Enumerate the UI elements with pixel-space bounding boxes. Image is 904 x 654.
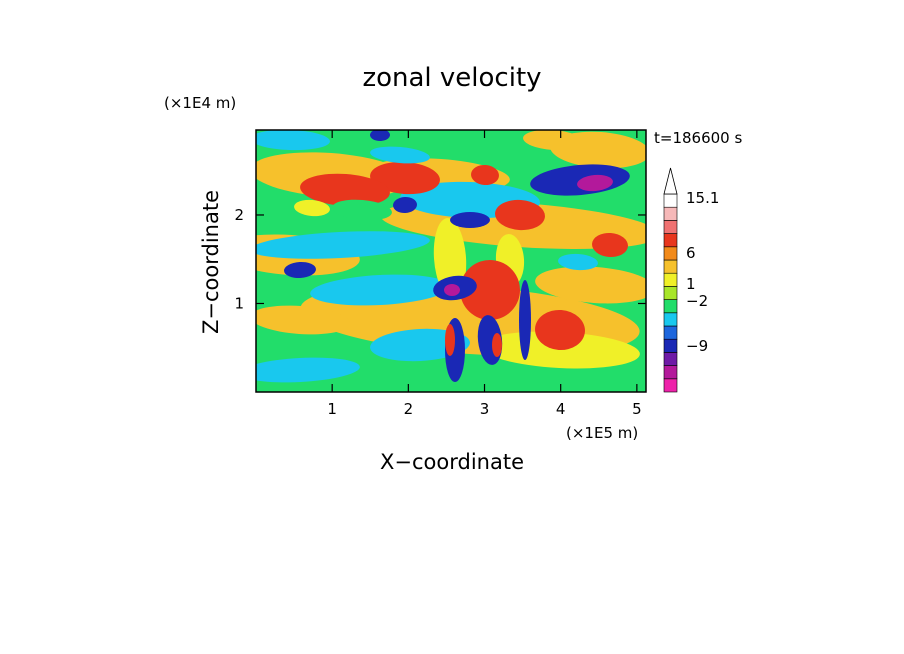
y-tick-label: 2 [234,206,244,224]
colorbar-label: 6 [686,244,696,262]
colorbar-label: −2 [686,292,708,310]
colorbar: 15.1 6 1−2 −9 [663,167,719,393]
x-unit-label: (×1E5 m) [566,424,638,442]
plot-frame [255,129,647,393]
x-axis-label: X−coordinate [380,450,524,474]
colorbar-label: 1 [686,275,696,293]
colorbar-segment [663,272,678,287]
y-axis-ticks: 12 [234,206,646,312]
y-unit-label: (×1E4 m) [164,94,236,112]
colorbar-segment [663,378,678,393]
colorbar-segment [663,259,678,274]
velocity-field [256,130,646,392]
colorbar-segment [663,325,678,340]
colorbar-segment [663,286,678,300]
x-tick-label: 5 [632,400,642,418]
colorbar-label: −9 [686,337,708,355]
colorbar-segment [663,233,678,248]
time-label: t=186600 s [654,129,742,147]
colorbar-segment [663,299,678,314]
colorbar-segment [663,338,678,353]
colorbar-segment [663,206,678,221]
colorbar-segment [663,352,678,366]
colorbar-segment [663,220,678,234]
colorbar-segment [663,193,678,208]
colorbar-segment [663,312,678,327]
colorbar-extension [663,167,678,195]
x-tick-label: 4 [556,400,566,418]
x-tick-label: 2 [404,400,414,418]
chart-title: zonal velocity [362,63,541,93]
y-axis-label: Z−coordinate [199,190,223,334]
x-tick-label: 1 [327,400,337,418]
colorbar-segment [663,246,678,261]
contour-fill [256,130,646,392]
colorbar-segment [663,365,678,380]
x-axis-ticks: 1 2 3 4 5 [327,130,642,418]
colorbar-label: 15.1 [686,189,719,207]
x-tick-label: 3 [480,400,490,418]
y-tick-label: 1 [234,294,244,312]
